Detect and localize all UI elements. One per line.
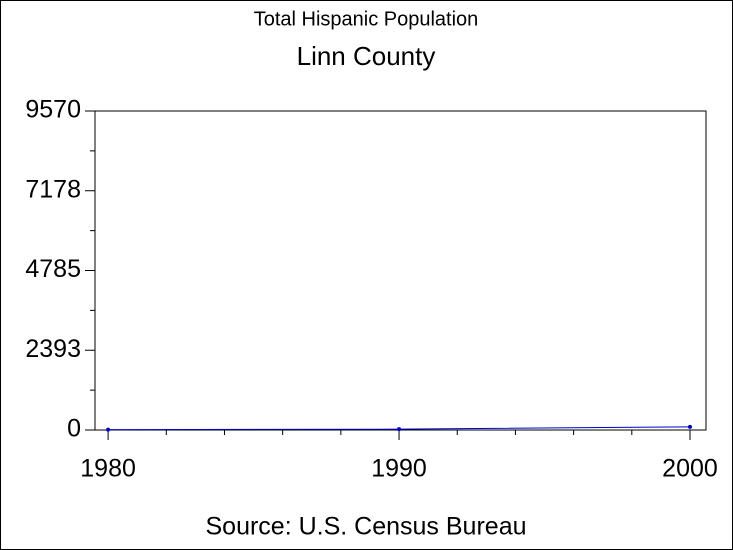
- y-tick-label: 2393: [25, 335, 81, 363]
- point: [687, 424, 692, 429]
- y-tick-label: 9570: [25, 96, 81, 124]
- chart-subtitle: Linn County: [297, 41, 436, 71]
- y-tick-label: 4785: [25, 255, 81, 283]
- x-tick-label: 2000: [662, 455, 718, 483]
- caption: Source: U.S. Census Bureau: [206, 513, 527, 541]
- point: [106, 427, 111, 432]
- x-tick-label: 1990: [371, 455, 427, 483]
- point: [397, 427, 402, 432]
- plot-frame: [94, 110, 707, 431]
- y-tick-label: 0: [67, 415, 81, 443]
- y-tick-label: 7178: [25, 175, 81, 203]
- x-tick-label: 1980: [80, 455, 136, 483]
- chart-title: Total Hispanic Population: [254, 8, 479, 30]
